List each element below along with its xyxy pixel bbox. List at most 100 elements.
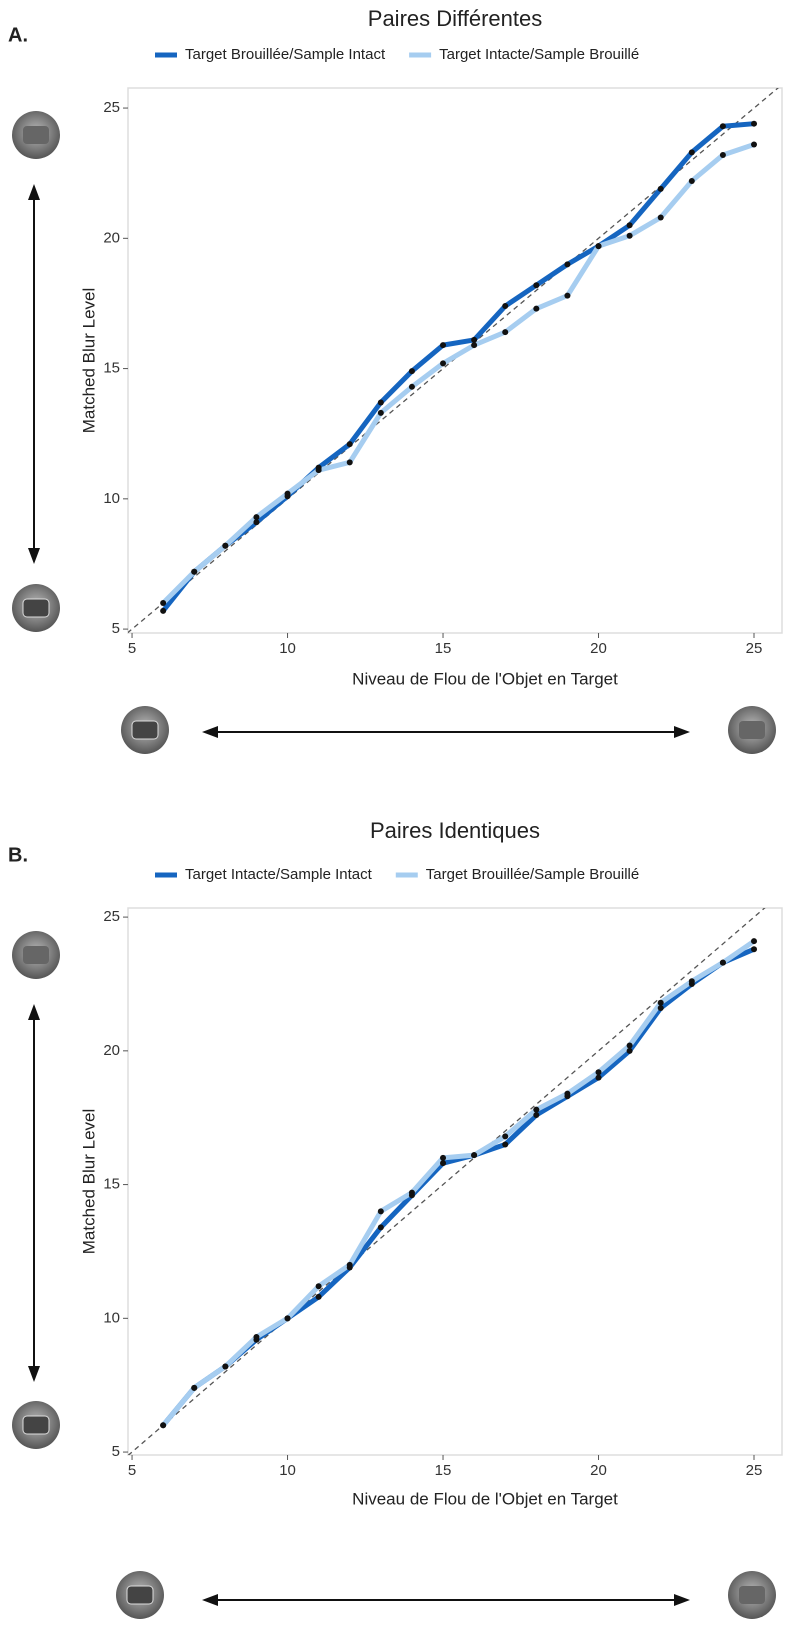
data-point [751, 141, 758, 148]
car-icon-body [23, 126, 49, 144]
y-tick-label: 15 [103, 1176, 120, 1193]
data-point [377, 1208, 384, 1215]
y-tick-label: 10 [103, 490, 120, 507]
decor [28, 184, 690, 1606]
data-point [253, 1334, 260, 1341]
data-point [471, 1152, 478, 1159]
data-point [440, 342, 447, 349]
legend-label: Target Brouillée/Sample Intact [185, 46, 386, 63]
data-point [191, 568, 198, 575]
legend-label: Target Intacte/Sample Intact [185, 866, 373, 883]
x-tick-label: 5 [128, 640, 136, 657]
data-point [471, 336, 478, 343]
data-point [564, 261, 571, 268]
data-point [688, 149, 695, 156]
data-point [440, 360, 447, 367]
plot [128, 908, 766, 1455]
series-line [161, 939, 756, 1427]
data-point [284, 1315, 291, 1322]
car-icon-body [22, 598, 50, 618]
y-tick-label: 15 [103, 360, 120, 377]
data-point [377, 399, 384, 406]
data-point [595, 243, 602, 250]
y-axis-label: Matched Blur Level [79, 288, 98, 434]
data-point [719, 151, 726, 158]
data-point [408, 368, 415, 375]
x-tick-label: 20 [590, 1462, 607, 1479]
panel-label: B. [8, 844, 28, 866]
plot-area [127, 87, 783, 634]
data-point [253, 514, 260, 521]
data-point [346, 459, 353, 466]
data-point [377, 409, 384, 416]
legend-label: Target Brouillée/Sample Brouillé [426, 866, 639, 883]
x-tick-label: 10 [279, 640, 296, 657]
chart-title: Paires Identiques [370, 818, 540, 843]
data-point [502, 1133, 509, 1140]
data-point [564, 292, 571, 299]
data-point [191, 1384, 198, 1391]
data-point [284, 490, 291, 497]
y-tick-label: 20 [103, 229, 120, 246]
x-tick-label: 25 [746, 1462, 763, 1479]
y-tick-label: 25 [103, 99, 120, 116]
legend: Target Intacte/Sample Intact Target Broui… [155, 866, 639, 883]
x-axis-label: Niveau de Flou de l'Objet en Target [352, 1489, 618, 1508]
data-point [502, 1141, 509, 1148]
data-point [657, 185, 664, 192]
data-point [346, 441, 353, 448]
data-point [626, 222, 633, 229]
data-point [533, 282, 540, 289]
data-point [408, 1189, 415, 1196]
data-point [471, 342, 478, 349]
data-point [377, 1224, 384, 1231]
data-point [657, 999, 664, 1006]
panel-label: A. [8, 24, 28, 46]
x-tick-label: 10 [279, 1462, 296, 1479]
data-point [160, 600, 167, 607]
data-point [626, 1047, 633, 1054]
x-tick-label: 25 [746, 640, 763, 657]
data-point [626, 1042, 633, 1049]
car-icon-body [739, 721, 765, 739]
data-point [751, 938, 758, 945]
x-tick-label: 5 [128, 1462, 136, 1479]
x-axis-label: Niveau de Flou de l'Objet en Target [352, 669, 618, 688]
series-line [161, 121, 755, 613]
data-point [160, 607, 167, 614]
data-point [657, 214, 664, 221]
data-point [440, 1154, 447, 1161]
y-tick-label: 25 [103, 908, 120, 925]
data-point [595, 1074, 602, 1081]
car-icon-body [22, 1415, 50, 1435]
data-point [222, 542, 229, 549]
car-icon-body [131, 720, 159, 740]
data-point [533, 305, 540, 312]
y-tick-label: 10 [103, 1309, 120, 1326]
icons [12, 111, 776, 1619]
car-icon-body [126, 1585, 154, 1605]
x-tick-label: 15 [435, 1462, 452, 1479]
data-point [346, 1261, 353, 1268]
x-tick-label: 20 [590, 640, 607, 657]
data-point [533, 1112, 540, 1119]
data-point [719, 959, 726, 966]
y-tick-label: 20 [103, 1042, 120, 1059]
series-line [161, 142, 755, 605]
data-point [626, 232, 633, 239]
data-point [688, 978, 695, 985]
data-point [440, 1160, 447, 1167]
data-point [160, 1422, 167, 1429]
legend-label: Target Intacte/Sample Brouillé [439, 46, 639, 63]
data-point [688, 178, 695, 185]
legend: Target Brouillée/Sample Intact Target Int… [155, 46, 639, 63]
y-tick-label: 5 [112, 620, 120, 637]
data-point [502, 303, 509, 310]
x-tick-label: 15 [435, 640, 452, 657]
car-icon-body [739, 1586, 765, 1604]
data-point [719, 123, 726, 130]
data-point [253, 519, 260, 526]
data-point [564, 1090, 571, 1097]
chart-title: Paires Différentes [368, 6, 542, 31]
